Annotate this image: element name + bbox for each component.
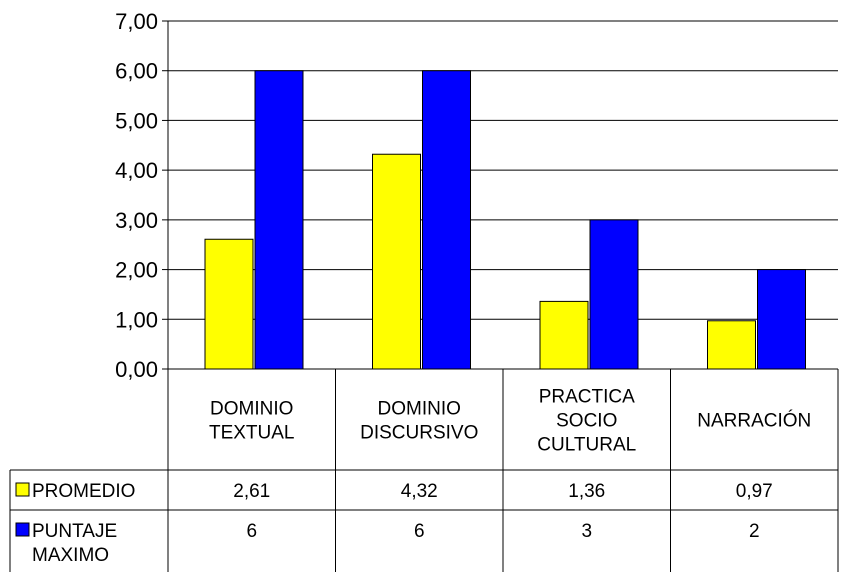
data-table: DOMINIO TEXTUAL DOMINIO DISCURSIVO PRACTICA S…: [9, 368, 839, 572]
table-value: 3: [581, 521, 592, 542]
category-label: PRACTICA: [539, 387, 635, 408]
category-label: CULTURAL: [537, 435, 636, 456]
bar: [757, 269, 806, 370]
bar: [589, 219, 639, 370]
y-tick-label: 5,00: [115, 108, 158, 133]
legend-label: PROMEDIO: [32, 481, 135, 502]
y-tick-label: 4,00: [115, 158, 158, 183]
y-tick-label: 7,00: [115, 9, 158, 34]
bar: [204, 238, 254, 370]
bar: [422, 70, 471, 370]
category-label: DOMINIO: [378, 399, 461, 420]
legend-swatch: [15, 482, 30, 497]
legend-swatch: [15, 522, 30, 537]
y-tick-labels: 0,00 1,00 2,00 3,00 4,00 5,00 6,00 7,00: [115, 9, 158, 382]
category-label: DOMINIO: [210, 399, 293, 420]
y-tick-label: 2,00: [115, 258, 158, 283]
bars: [204, 70, 806, 370]
table-value: 6: [414, 521, 425, 542]
bar: [372, 153, 421, 370]
y-tick-label: 6,00: [115, 59, 158, 84]
bar: [707, 320, 756, 370]
table-value: 2: [749, 521, 760, 542]
category-label: TEXTUAL: [209, 423, 295, 444]
table-value: 1,36: [568, 481, 605, 502]
table-value: 4,32: [401, 481, 438, 502]
y-tick-label: 1,00: [115, 307, 158, 332]
table-value: 2,61: [233, 481, 270, 502]
axes: [162, 20, 169, 370]
category-label: SOCIO: [556, 411, 617, 432]
legend-label: PUNTAJE: [32, 521, 117, 542]
table-value: 6: [246, 521, 257, 542]
legend-label: MAXIMO: [32, 545, 109, 566]
y-tick-label: 3,00: [115, 208, 158, 233]
category-label: DISCURSIVO: [360, 423, 478, 444]
bar: [254, 70, 304, 370]
bar: [539, 300, 589, 370]
category-label: NARRACIÓN: [697, 410, 811, 432]
y-tick-label: 0,00: [115, 357, 158, 382]
table-value: 0,97: [736, 481, 773, 502]
